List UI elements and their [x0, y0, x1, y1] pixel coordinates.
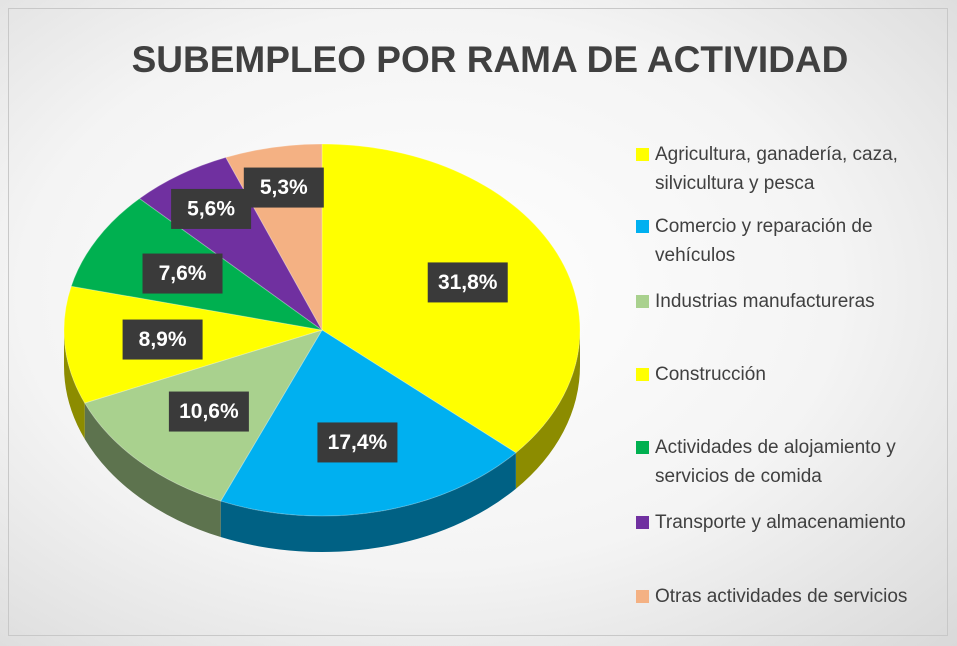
legend-swatch: [636, 516, 649, 529]
legend-swatch: [636, 441, 649, 454]
pie-sides: [64, 330, 580, 552]
value-label-box: [427, 262, 508, 303]
legend-item: Industrias manufactureras: [636, 287, 875, 316]
legend-swatch: [636, 295, 649, 308]
legend-item: Otras actividades de servicios: [636, 582, 907, 611]
legend-label: Industrias manufactureras: [655, 291, 875, 312]
value-label-box: [122, 319, 203, 360]
legend-item: Comercio y reparación de vehículos: [636, 212, 951, 270]
legend-label: Transporte y almacenamiento: [655, 512, 906, 533]
legend-item: Construcción: [636, 360, 766, 389]
value-label-box: [142, 253, 223, 294]
legend-swatch: [636, 148, 649, 161]
legend-label: Otras actividades de servicios: [655, 586, 908, 607]
value-label: 8,9%: [139, 328, 187, 351]
value-label-box: [168, 391, 249, 432]
legend-label: Construcción: [655, 364, 766, 385]
pie-side: [515, 330, 580, 489]
value-label: 31,8%: [438, 271, 498, 294]
value-label-box: [171, 188, 252, 229]
legend-item: Transporte y almacenamiento: [636, 508, 906, 537]
legend-swatch: [636, 368, 649, 381]
legend-label: Agricultura, ganadería, caza, silvicultu…: [655, 144, 898, 194]
value-label: 17,4%: [328, 431, 388, 454]
chart-title: SUBEMPLEO POR RAMA DE ACTIVIDAD: [132, 39, 849, 80]
value-label: 7,6%: [159, 262, 207, 285]
legend-swatch: [636, 220, 649, 233]
legend-item: Agricultura, ganadería, caza, silvicultu…: [636, 140, 951, 198]
legend-swatch: [636, 590, 649, 603]
value-label: 5,3%: [260, 176, 308, 199]
frame: [8, 8, 948, 636]
legend-label: Actividades de alojamiento y servicios d…: [655, 437, 896, 487]
value-label: 5,6%: [187, 197, 235, 220]
value-label-box: [243, 167, 324, 208]
pie-side: [64, 330, 85, 440]
value-label: 10,6%: [179, 400, 239, 423]
value-labels: 31,8% 17,4% 10,6% 8,9% 7,6% 5,6% 5,3%: [122, 167, 508, 463]
legend-item: Actividades de alojamiento y servicios d…: [636, 433, 951, 491]
legend-label: Comercio y reparación de vehículos: [655, 216, 873, 266]
value-label-box: [317, 422, 398, 463]
pie-side: [84, 403, 221, 538]
pie-side: [220, 452, 516, 552]
